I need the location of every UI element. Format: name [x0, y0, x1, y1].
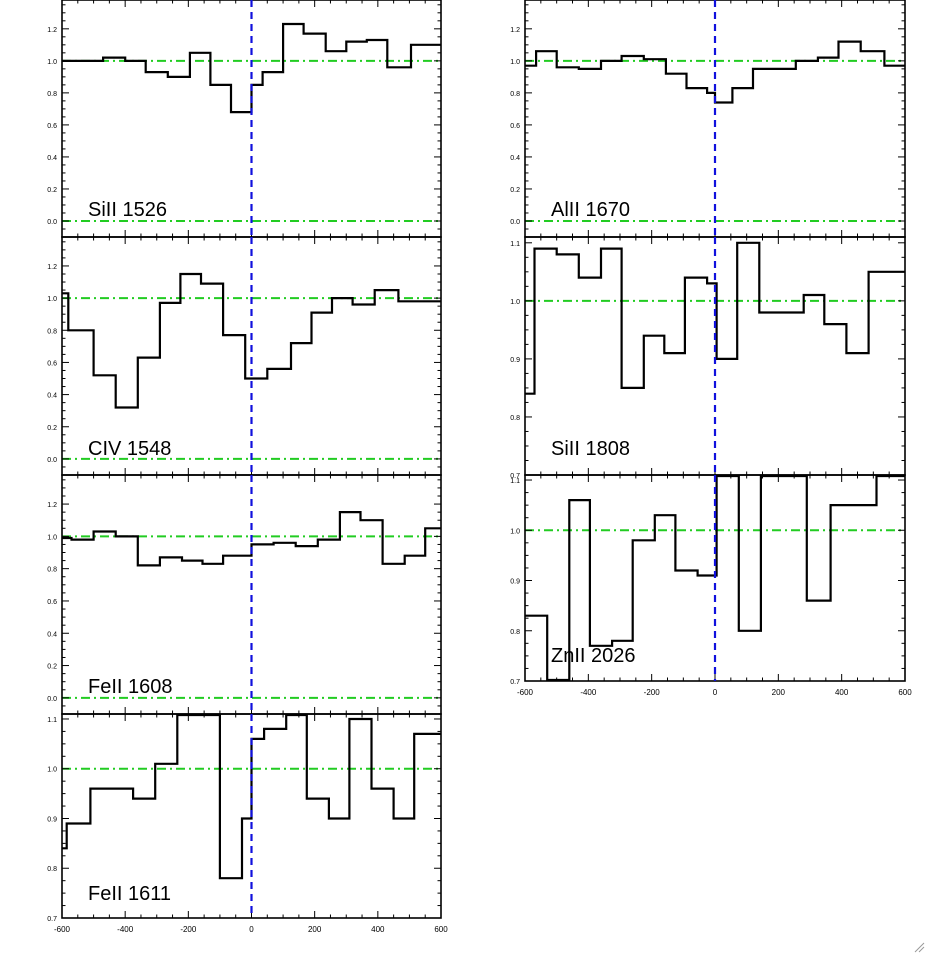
x-tick-label: 400: [835, 688, 849, 697]
panel: 0.7 0.8 0.9 1.0 1.1 -600 -400 -200 0 200 400 600 ZnI…: [510, 474, 912, 697]
x-tick-label: 200: [772, 688, 786, 697]
y-tick-label: 0.9: [47, 816, 57, 823]
x-tick-label: -600: [54, 925, 71, 934]
y-tick-label: 0.2: [47, 664, 57, 671]
y-tick-label: 1.0: [510, 528, 520, 535]
y-tick-label: 0.8: [510, 415, 520, 422]
y-tick-label: 0.7: [47, 916, 57, 923]
x-tick-label: 600: [434, 925, 448, 934]
y-tick-label: 1.1: [47, 717, 57, 724]
x-tick-label: -200: [180, 925, 197, 934]
y-tick-label: 0.4: [510, 155, 520, 162]
flux-series: [62, 272, 441, 409]
y-tick-label: 0.6: [510, 123, 520, 130]
x-tick-label: 200: [308, 925, 322, 934]
y-tick-label: 1.0: [47, 767, 57, 774]
y-tick-label: 0.4: [47, 393, 57, 400]
y-tick-label: 0.0: [47, 219, 57, 226]
panel: 0.0 0.2 0.4 0.6 0.8 1.0 1.2 AlII 1670: [510, 0, 906, 238]
y-tick-label: 0.0: [510, 219, 520, 226]
y-tick-label: 1.1: [510, 478, 520, 485]
y-tick-label: 0.8: [510, 91, 520, 98]
transition-label: SiII 1526: [88, 199, 167, 221]
transition-label: AlII 1670: [551, 199, 630, 221]
x-tick-label: 0: [249, 925, 254, 934]
flux-series: [62, 511, 441, 567]
x-tick-label: -600: [517, 688, 534, 697]
x-tick-label: -200: [644, 688, 661, 697]
panel: 0.0 0.2 0.4 0.6 0.8 1.0 1.2 CIV 1548: [47, 236, 442, 476]
y-tick-label: 0.4: [47, 631, 57, 638]
y-tick-label: 0.0: [47, 696, 57, 703]
y-tick-label: 0.8: [47, 91, 57, 98]
transition-label: FeII 1611: [88, 883, 171, 905]
x-tick-label: -400: [117, 925, 134, 934]
x-tick-label: 0: [713, 688, 718, 697]
y-tick-label: 0.9: [510, 357, 520, 364]
flux-series: [525, 241, 905, 395]
y-tick-label: 1.0: [47, 534, 57, 541]
x-tick-label: -400: [580, 688, 597, 697]
y-tick-label: 0.2: [510, 187, 520, 194]
y-tick-label: 1.2: [47, 502, 57, 509]
y-tick-label: 1.0: [47, 59, 57, 66]
y-tick-label: 1.0: [510, 299, 520, 306]
y-tick-label: 1.1: [510, 241, 520, 248]
y-tick-label: 1.2: [510, 27, 520, 34]
flux-series: [525, 475, 905, 681]
y-tick-label: 0.8: [47, 328, 57, 335]
panel: 0.0 0.2 0.4 0.6 0.8 1.0 1.2 SiII 1526: [47, 0, 442, 238]
y-tick-label: 0.7: [510, 679, 520, 686]
y-tick-label: 0.2: [47, 425, 57, 432]
y-tick-label: 0.9: [510, 579, 520, 586]
transition-label: SiII 1808: [551, 438, 630, 460]
transition-label: CIV 1548: [88, 438, 171, 460]
flux-series: [525, 40, 905, 104]
y-tick-label: 1.0: [510, 59, 520, 66]
panel: 0.0 0.2 0.4 0.6 0.8 1.0 1.2 FeII 1608: [47, 474, 442, 715]
y-tick-label: 0.4: [47, 155, 57, 162]
y-tick-label: 0.6: [47, 360, 57, 367]
y-tick-label: 0.0: [47, 457, 57, 464]
y-tick-label: 1.2: [47, 264, 57, 271]
transition-label: FeII 1608: [88, 676, 173, 698]
y-tick-label: 0.8: [510, 629, 520, 636]
y-tick-label: 1.0: [47, 296, 57, 303]
y-tick-label: 0.6: [47, 599, 57, 606]
y-tick-label: 0.6: [47, 123, 57, 130]
y-tick-label: 1.2: [47, 27, 57, 34]
transition-label: ZnII 2026: [551, 645, 636, 667]
y-tick-label: 0.8: [47, 866, 57, 873]
y-tick-label: 0.7: [510, 473, 520, 480]
flux-series: [62, 22, 441, 114]
y-tick-label: 0.8: [47, 567, 57, 574]
panel: 0.7 0.8 0.9 1.0 1.1 -600 -400 -200 0 200 400 600 FeI…: [47, 713, 448, 934]
x-tick-label: 400: [371, 925, 385, 934]
resize-grip-icon[interactable]: [913, 941, 925, 953]
y-tick-label: 0.2: [47, 187, 57, 194]
panel: 0.7 0.8 0.9 1.0 1.1 SiII 1808: [510, 236, 906, 480]
x-tick-label: 600: [898, 688, 912, 697]
